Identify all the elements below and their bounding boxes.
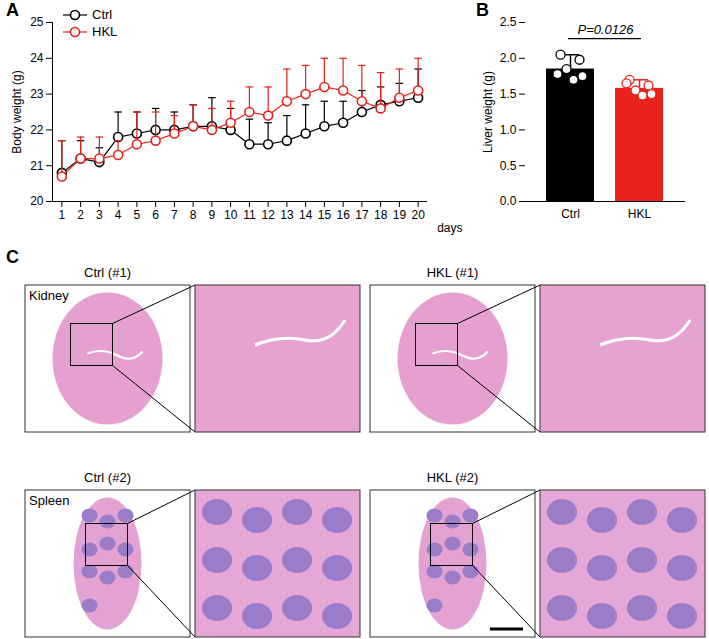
svg-text:Body weight (g): Body weight (g)	[10, 70, 24, 153]
svg-text:8: 8	[190, 208, 197, 222]
svg-text:3: 3	[96, 208, 103, 222]
svg-text:6: 6	[152, 208, 159, 222]
svg-text:Liver weight (g): Liver weight (g)	[481, 71, 495, 153]
svg-text:20: 20	[30, 194, 44, 208]
html-text:A: A	[6, 0, 19, 20]
svg-text:4: 4	[115, 208, 122, 222]
svg-text:15: 15	[318, 208, 332, 222]
svg-text:2: 2	[77, 208, 84, 222]
svg-text:HKL (#1): HKL (#1)	[427, 265, 479, 280]
svg-text:2.0: 2.0	[500, 51, 517, 65]
svg-text:Ctrl: Ctrl	[561, 207, 580, 221]
html-text:Ctrl: Ctrl	[92, 7, 113, 22]
svg-text:5: 5	[134, 208, 141, 222]
svg-text:Spleen: Spleen	[29, 493, 69, 508]
svg-text:13: 13	[280, 208, 294, 222]
svg-text:19: 19	[393, 208, 407, 222]
html-text:HKL: HKL	[92, 24, 118, 39]
html-text:B: B	[476, 0, 489, 20]
svg-text:days: days	[437, 221, 462, 235]
svg-text:HKL (#2): HKL (#2)	[427, 470, 479, 485]
svg-text:9: 9	[209, 208, 216, 222]
svg-text:23: 23	[30, 87, 44, 101]
svg-text:Ctrl (#2): Ctrl (#2)	[84, 470, 131, 485]
svg-text:1.5: 1.5	[500, 87, 517, 101]
svg-text:0.5: 0.5	[500, 159, 517, 173]
svg-text:20: 20	[411, 208, 425, 222]
svg-text:Ctrl (#1): Ctrl (#1)	[84, 265, 131, 280]
svg-text:22: 22	[30, 123, 44, 137]
svg-text:17: 17	[355, 208, 369, 222]
svg-text:HKL: HKL	[628, 207, 652, 221]
svg-text:7: 7	[171, 208, 178, 222]
svg-text:11: 11	[243, 208, 256, 222]
svg-text:1.0: 1.0	[500, 123, 517, 137]
svg-text:18: 18	[374, 208, 388, 222]
svg-text:2.5: 2.5	[500, 15, 517, 29]
svg-text:Kidney: Kidney	[29, 288, 69, 303]
svg-text:24: 24	[30, 51, 44, 65]
svg-text:P=0.0126: P=0.0126	[577, 22, 634, 37]
svg-text:25: 25	[30, 15, 44, 29]
svg-text:14: 14	[299, 208, 313, 222]
svg-text:1: 1	[59, 208, 66, 222]
svg-text:21: 21	[30, 159, 44, 173]
svg-text:10: 10	[224, 208, 238, 222]
svg-text:C: C	[6, 247, 19, 267]
svg-text:0.0: 0.0	[500, 194, 517, 208]
svg-text:16: 16	[336, 208, 350, 222]
svg-text:12: 12	[261, 208, 275, 222]
